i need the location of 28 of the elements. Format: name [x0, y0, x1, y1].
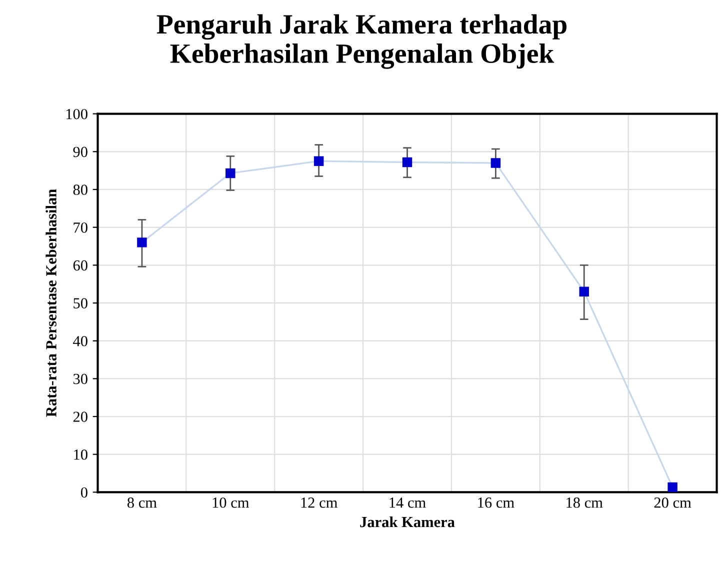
- x-tick-label: 16 cm: [478, 498, 514, 508]
- x-tick-label: 10 cm: [212, 497, 250, 508]
- y-tick-label: 90: [73, 146, 88, 158]
- x-tick-label: 20 cm: [654, 497, 692, 508]
- x-tick-label: 12 cm: [301, 498, 338, 508]
- y-tick-label: 70: [74, 222, 88, 233]
- y-tick-label: 60: [73, 260, 88, 271]
- y-tick-label: 20: [73, 412, 88, 422]
- y-tick-label: 0: [80, 487, 88, 498]
- x-tick-label: 8 cm: [127, 497, 157, 508]
- y-tick-label: 80: [73, 184, 88, 195]
- x-axis-title: Jarak Kamera: [360, 516, 455, 528]
- point: [402, 157, 412, 168]
- y-tick-label: 30: [73, 374, 88, 384]
- point: [314, 156, 324, 166]
- point: [668, 482, 678, 492]
- point: [226, 168, 236, 178]
- y-tick-label: 100: [66, 108, 88, 120]
- x-tick-label: 18 cm: [566, 497, 603, 508]
- y-tick-label: 50: [74, 298, 88, 308]
- point: [490, 158, 501, 168]
- y-tick-label: 40: [73, 336, 88, 346]
- y-axis-title: Rata-rata Persentase Keberhasilan: [46, 189, 56, 417]
- y-tick-label: 10: [74, 449, 88, 460]
- x-tick-label: 14 cm: [390, 498, 426, 508]
- point: [579, 286, 589, 296]
- point: [137, 238, 147, 248]
- chart-title: Pengaruh Jarak Kamera terhadap Keberhasilan Pengenalan Objek: [156, 14, 566, 69]
